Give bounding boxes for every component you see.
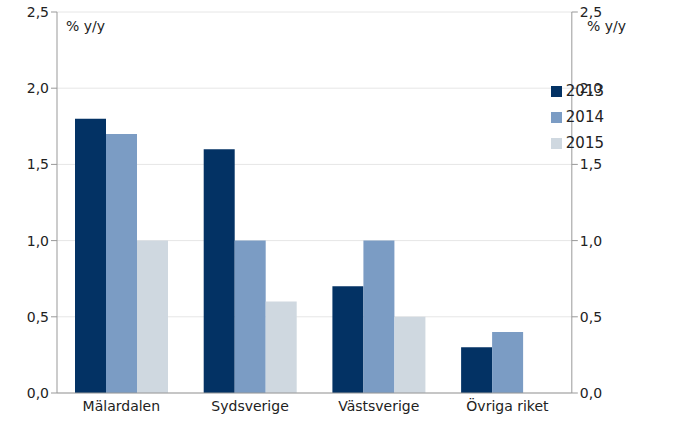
svg-text:1,0: 1,0 [27,233,49,249]
svg-text:2,5: 2,5 [580,4,602,20]
svg-text:2,0: 2,0 [580,80,602,96]
svg-text:0,0: 0,0 [580,385,602,401]
svg-text:1,5: 1,5 [580,156,602,172]
svg-text:2,5: 2,5 [27,4,49,20]
svg-text:Mälardalen: Mälardalen [83,398,160,414]
svg-text:1,0: 1,0 [580,233,602,249]
svg-text:0,5: 0,5 [27,309,49,325]
svg-text:1,5: 1,5 [27,156,49,172]
svg-text:Västsverige: Västsverige [338,398,419,414]
svg-text:0,5: 0,5 [580,309,602,325]
svg-text:Övriga riket: Övriga riket [466,397,549,414]
svg-text:2,0: 2,0 [27,80,49,96]
svg-text:0,0: 0,0 [27,385,49,401]
svg-text:Sydsverige: Sydsverige [211,398,288,414]
